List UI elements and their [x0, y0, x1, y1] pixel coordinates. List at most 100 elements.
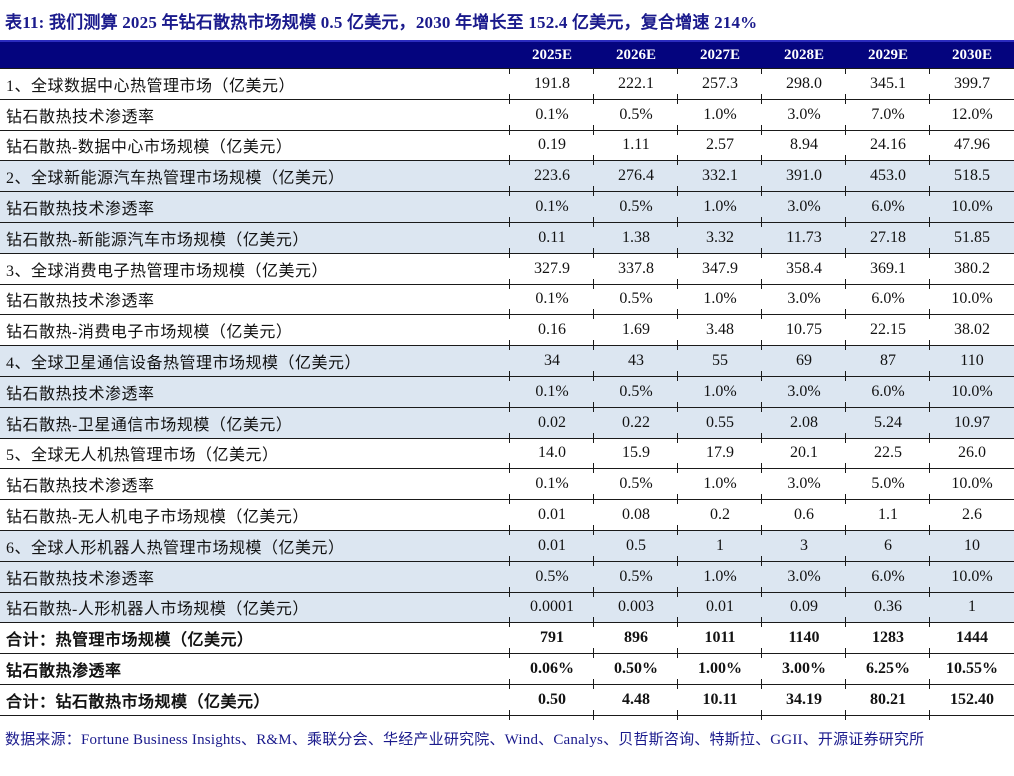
cell-value: 10 — [929, 530, 1014, 566]
cell-value: 22.15 — [845, 315, 930, 350]
cell-value: 69 — [761, 346, 846, 381]
row-label: 5、全球无人机热管理市场（亿美元） — [0, 438, 510, 470]
cell-value: 0.19 — [509, 130, 594, 166]
cell-value: 0.1% — [509, 192, 594, 227]
cell-value: 2.08 — [761, 407, 846, 443]
cell-value: 6.0% — [845, 284, 930, 320]
row-label: 合计：热管理市场规模（亿美元） — [0, 623, 510, 655]
table-row: 2、全球新能源汽车热管理市场规模（亿美元） 223.6 276.4 332.1 391.… — [0, 161, 1014, 196]
cell-value: 1140 — [761, 623, 846, 658]
cell-value: 1283 — [845, 623, 930, 658]
table-row: 钻石散热技术渗透率 0.1% 0.5% 1.0% 3.0% 6.0% 10.0% — [0, 192, 1014, 227]
row-label: 2、全球新能源汽车热管理市场规模（亿美元） — [0, 161, 510, 193]
cell-value: 518.5 — [929, 161, 1014, 196]
cell-value: 3.0% — [761, 561, 846, 597]
cell-value: 3.00% — [761, 654, 846, 689]
cell-value: 3.0% — [761, 469, 846, 504]
row-label: 钻石散热技术渗透率 — [0, 469, 510, 501]
cell-value: 276.4 — [593, 161, 678, 196]
row-label: 钻石散热技术渗透率 — [0, 284, 510, 316]
cell-value: 0.22 — [593, 407, 678, 443]
table-row: 钻石散热-消费电子市场规模（亿美元） 0.16 1.69 3.48 10.75 22.15… — [0, 315, 1014, 350]
cell-value: 223.6 — [509, 161, 594, 196]
cell-value: 0.5 — [593, 530, 678, 566]
table-row: 钻石散热渗透率 0.06% 0.50% 1.00% 3.00% 6.25% 10.55% — [0, 654, 1014, 689]
cell-value: 12.0% — [929, 99, 1014, 135]
cell-value: 453.0 — [845, 161, 930, 196]
cell-value: 327.9 — [509, 253, 594, 289]
cell-value: 6.0% — [845, 376, 930, 412]
cell-value: 0.01 — [509, 530, 594, 566]
cell-value: 20.1 — [761, 438, 846, 474]
row-label: 6、全球人形机器人热管理市场规模（亿美元） — [0, 530, 510, 562]
cell-value: 34 — [509, 346, 594, 381]
cell-value: 10.0% — [929, 284, 1014, 320]
cell-value: 1.0% — [677, 561, 762, 597]
header-col-2025e: 2025E — [509, 42, 594, 74]
cell-value: 1 — [929, 592, 1014, 628]
table-row: 钻石散热技术渗透率 0.1% 0.5% 1.0% 3.0% 7.0% 12.0% — [0, 99, 1014, 135]
report-table-page: 表11: 我们测算 2025 年钻石散热市场规模 0.5 亿美元，2030 年增… — [0, 13, 1014, 748]
cell-value: 3.0% — [761, 284, 846, 320]
header-col-2029e: 2029E — [845, 42, 930, 74]
cell-value: 0.5% — [593, 99, 678, 135]
cell-value: 1.0% — [677, 376, 762, 412]
cell-value: 1.38 — [593, 222, 678, 258]
cell-value: 0.1% — [509, 376, 594, 412]
cell-value: 0.01 — [509, 500, 594, 535]
cell-value: 3.0% — [761, 376, 846, 412]
cell-value: 47.96 — [929, 130, 1014, 166]
header-col-2026e: 2026E — [593, 42, 678, 74]
header-col-2030e: 2030E — [929, 42, 1014, 74]
table-row: 钻石散热-新能源汽车市场规模（亿美元） 0.11 1.38 3.32 11.73 27.1… — [0, 222, 1014, 258]
cell-value: 6.25% — [845, 654, 930, 689]
cell-value: 8.94 — [761, 130, 846, 166]
cell-value: 110 — [929, 346, 1014, 381]
cell-value: 257.3 — [677, 69, 762, 104]
cell-value: 55 — [677, 346, 762, 381]
cell-value: 0.003 — [593, 592, 678, 628]
table-row: 4、全球卫星通信设备热管理市场规模（亿美元） 34 43 55 69 87 110 — [0, 346, 1014, 381]
cell-value: 0.5% — [593, 561, 678, 597]
cell-value: 6 — [845, 530, 930, 566]
cell-value: 5.24 — [845, 407, 930, 443]
cell-value: 0.1% — [509, 469, 594, 504]
cell-value: 17.9 — [677, 438, 762, 474]
cell-value: 27.18 — [845, 222, 930, 258]
cell-value: 0.06% — [509, 654, 594, 689]
cell-value: 3.32 — [677, 222, 762, 258]
cell-value: 0.55 — [677, 407, 762, 443]
cell-value: 43 — [593, 346, 678, 381]
cell-value: 337.8 — [593, 253, 678, 289]
cell-value: 10.55% — [929, 654, 1014, 689]
cell-value: 38.02 — [929, 315, 1014, 350]
table-row: 钻石散热技术渗透率 0.1% 0.5% 1.0% 3.0% 6.0% 10.0% — [0, 284, 1014, 320]
cell-value: 399.7 — [929, 69, 1014, 104]
row-label: 钻石散热技术渗透率 — [0, 561, 510, 593]
row-label: 1、全球数据中心热管理市场（亿美元） — [0, 69, 510, 100]
table-row: 钻石散热技术渗透率 0.1% 0.5% 1.0% 3.0% 5.0% 10.0% — [0, 469, 1014, 504]
cell-value: 10.0% — [929, 561, 1014, 597]
table-row: 合计：钻石散热市场规模（亿美元） 0.50 4.48 10.11 34.19 80.21 1… — [0, 684, 1014, 720]
cell-value: 1.0% — [677, 469, 762, 504]
cell-value: 0.01 — [677, 592, 762, 628]
table-row: 钻石散热-无人机电子市场规模（亿美元） 0.01 0.08 0.2 0.6 1.1 2.6 — [0, 500, 1014, 535]
cell-value: 80.21 — [845, 684, 930, 720]
cell-value: 3.48 — [677, 315, 762, 350]
cell-value: 10.0% — [929, 376, 1014, 412]
row-label: 钻石散热-人形机器人市场规模（亿美元） — [0, 592, 510, 624]
cell-value: 369.1 — [845, 253, 930, 289]
cell-value: 332.1 — [677, 161, 762, 196]
cell-value: 6.0% — [845, 561, 930, 597]
cell-value: 3.0% — [761, 192, 846, 227]
cell-value: 222.1 — [593, 69, 678, 104]
cell-value: 0.5% — [509, 561, 594, 597]
row-label: 钻石散热-卫星通信市场规模（亿美元） — [0, 407, 510, 439]
cell-value: 358.4 — [761, 253, 846, 289]
header-col-2027e: 2027E — [677, 42, 762, 74]
table-title: 表11: 我们测算 2025 年钻石散热市场规模 0.5 亿美元，2030 年增… — [5, 13, 758, 32]
cell-value: 0.1% — [509, 284, 594, 320]
cell-value: 0.5% — [593, 376, 678, 412]
row-label: 钻石散热-消费电子市场规模（亿美元） — [0, 315, 510, 347]
cell-value: 0.0001 — [509, 592, 594, 628]
